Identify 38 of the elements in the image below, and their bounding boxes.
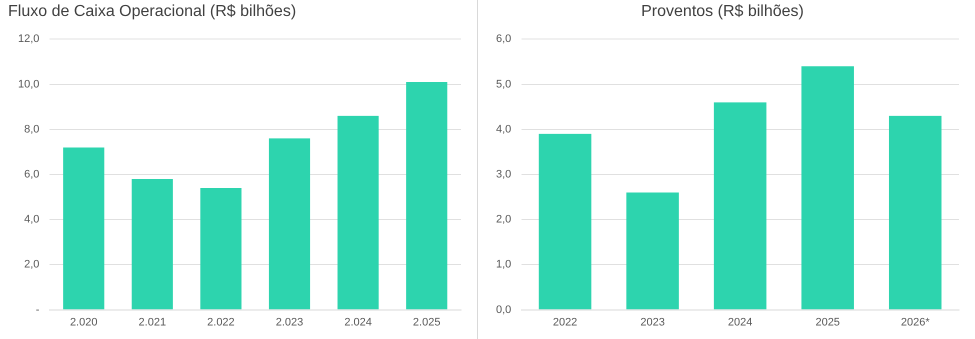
x-tick-label: 2025 [815, 316, 840, 328]
bar [200, 188, 242, 310]
y-tick-label: - [36, 304, 40, 316]
bar [626, 192, 679, 310]
y-tick-label: 5,0 [496, 78, 512, 90]
bar [338, 116, 379, 310]
y-tick-label: 12,0 [18, 33, 40, 46]
y-tick-label: 2,0 [496, 214, 512, 226]
x-tick-label: 2022 [552, 316, 578, 328]
y-tick-label: 4,0 [496, 123, 512, 136]
bar [801, 66, 854, 310]
bar [132, 179, 173, 310]
x-tick-label: 2.025 [412, 316, 440, 328]
bar [714, 102, 766, 310]
x-tick-label: 2023 [640, 316, 665, 328]
y-tick-label: 6,0 [496, 33, 512, 46]
bar [406, 82, 448, 310]
y-tick-label: 3,0 [496, 168, 512, 181]
bar [538, 134, 592, 310]
y-tick-label: 4,0 [24, 214, 40, 226]
chart-title: Fluxo de Caixa Operacional (R$ bilhões) [8, 3, 296, 20]
bar [63, 147, 104, 310]
y-tick-label: 1,0 [496, 258, 512, 271]
x-tick-label: 2.024 [344, 316, 372, 328]
x-tick-label: 2.021 [138, 316, 166, 328]
y-tick-label: 6,0 [24, 168, 40, 181]
y-tick-label: 2,0 [24, 258, 40, 271]
y-tick-label: 8,0 [24, 123, 40, 136]
x-tick-label: 2.022 [207, 316, 235, 328]
y-tick-label: 10,0 [18, 78, 40, 90]
x-tick-label: 2.023 [276, 316, 304, 328]
y-tick-label: 0,0 [496, 304, 512, 316]
x-tick-label: 2024 [728, 316, 752, 328]
chart-title: Proventos (R$ bilhões) [641, 3, 804, 20]
x-tick-label: 2.020 [70, 316, 98, 328]
x-tick-label: 2026* [900, 316, 930, 328]
bar [888, 116, 942, 310]
bar [268, 138, 310, 310]
